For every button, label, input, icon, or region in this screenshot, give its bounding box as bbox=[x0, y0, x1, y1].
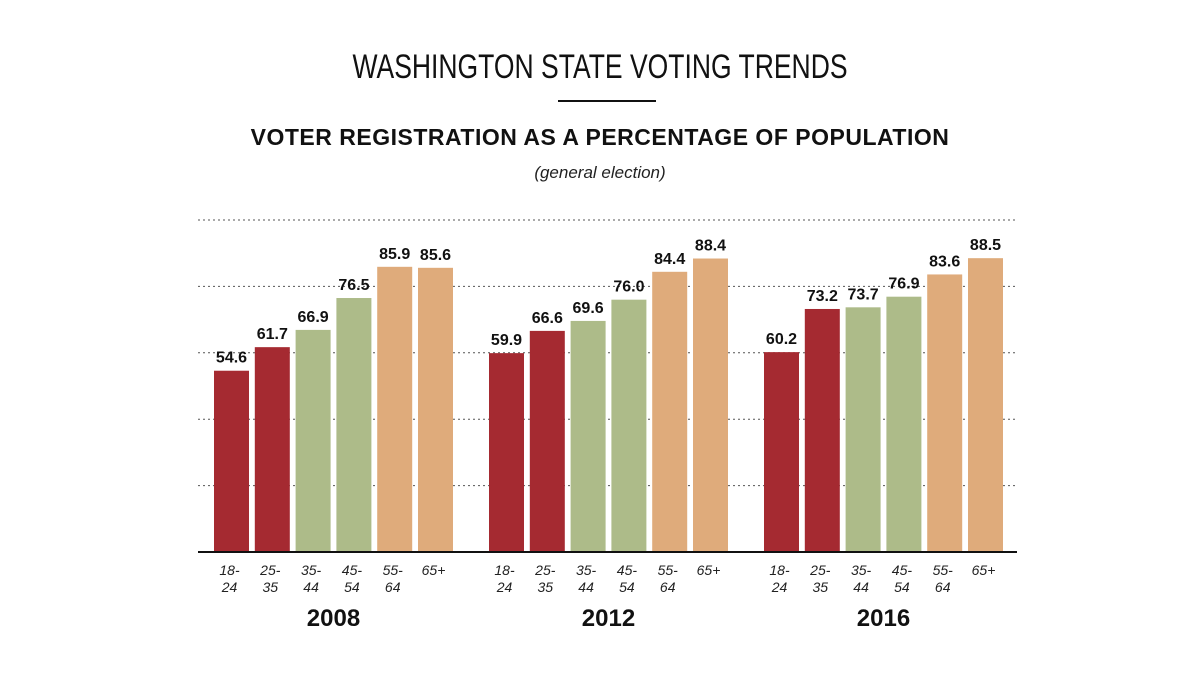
bar bbox=[570, 320, 606, 552]
bar bbox=[377, 266, 413, 552]
tick-label: 55- bbox=[658, 562, 679, 578]
tick-label: 54 bbox=[894, 579, 910, 595]
value-label: 88.5 bbox=[970, 237, 1001, 254]
bar bbox=[254, 347, 290, 552]
tick-label: 35- bbox=[576, 562, 597, 578]
group-year-label: 2008 bbox=[307, 605, 360, 632]
title-divider bbox=[558, 100, 656, 102]
tick-label: 35 bbox=[538, 579, 554, 595]
value-label: 76.0 bbox=[613, 279, 644, 296]
tick-label: 55- bbox=[383, 562, 404, 578]
bar bbox=[489, 353, 524, 552]
value-label: 66.9 bbox=[298, 309, 329, 326]
tick-label: 24 bbox=[496, 579, 513, 595]
tick-label: 45- bbox=[342, 562, 363, 578]
value-label: 59.9 bbox=[491, 332, 522, 349]
tick-label: 64 bbox=[935, 579, 951, 595]
tick-label: 24 bbox=[771, 579, 788, 595]
tick-label: 44 bbox=[303, 579, 319, 595]
tick-label: 65+ bbox=[972, 562, 996, 578]
chart-subtitle: VOTER REGISTRATION AS A PERCENTAGE OF PO… bbox=[250, 124, 950, 150]
tick-label: 35 bbox=[813, 579, 829, 595]
tick-label: 54 bbox=[619, 579, 635, 595]
tick-label: 24 bbox=[221, 579, 238, 595]
tick-label: 64 bbox=[385, 579, 401, 595]
tick-label: 18- bbox=[219, 562, 240, 578]
value-label: 69.6 bbox=[573, 300, 604, 317]
bar bbox=[418, 267, 453, 552]
value-label: 61.7 bbox=[257, 326, 288, 343]
tick-label: 45- bbox=[617, 562, 638, 578]
bar bbox=[652, 271, 688, 552]
value-label: 73.7 bbox=[848, 286, 879, 303]
group-year-label: 2012 bbox=[582, 605, 635, 632]
bar bbox=[968, 258, 1003, 552]
value-label: 73.2 bbox=[807, 288, 838, 305]
bar bbox=[886, 296, 922, 552]
bar bbox=[804, 308, 840, 552]
tick-label: 65+ bbox=[422, 562, 446, 578]
tick-label: 55- bbox=[933, 562, 954, 578]
bar bbox=[336, 298, 372, 552]
value-label: 76.9 bbox=[888, 276, 919, 293]
tick-label: 18- bbox=[494, 562, 515, 578]
tick-label: 35- bbox=[301, 562, 322, 578]
value-label: 88.4 bbox=[695, 238, 726, 255]
tick-label: 25- bbox=[259, 562, 281, 578]
value-label: 76.5 bbox=[338, 277, 369, 294]
group-year-label: 2016 bbox=[857, 605, 910, 632]
tick-label: 45- bbox=[892, 562, 913, 578]
bar bbox=[693, 258, 728, 552]
tick-label: 35 bbox=[263, 579, 279, 595]
value-label: 85.6 bbox=[420, 247, 451, 264]
value-label: 83.6 bbox=[929, 253, 960, 270]
bar bbox=[529, 330, 565, 552]
value-label: 54.6 bbox=[216, 350, 247, 367]
tick-label: 25- bbox=[809, 562, 831, 578]
tick-label: 25- bbox=[534, 562, 556, 578]
tick-label: 54 bbox=[344, 579, 360, 595]
chart-title: WASHINGTON STATE VOTING TRENDS bbox=[352, 48, 848, 86]
tick-label: 44 bbox=[853, 579, 869, 595]
tick-label: 64 bbox=[660, 579, 676, 595]
bar bbox=[764, 352, 799, 552]
value-label: 66.6 bbox=[532, 310, 563, 327]
bar bbox=[611, 299, 647, 552]
chart-note: (general election) bbox=[534, 163, 666, 182]
tick-label: 44 bbox=[578, 579, 594, 595]
bar bbox=[927, 274, 963, 552]
tick-label: 18- bbox=[769, 562, 790, 578]
value-label: 85.9 bbox=[379, 246, 410, 263]
bar bbox=[845, 307, 881, 552]
bar bbox=[295, 329, 331, 552]
value-label: 84.4 bbox=[654, 251, 685, 268]
value-label: 60.2 bbox=[766, 331, 797, 348]
bar bbox=[214, 370, 249, 552]
tick-label: 35- bbox=[851, 562, 872, 578]
tick-label: 65+ bbox=[697, 562, 721, 578]
